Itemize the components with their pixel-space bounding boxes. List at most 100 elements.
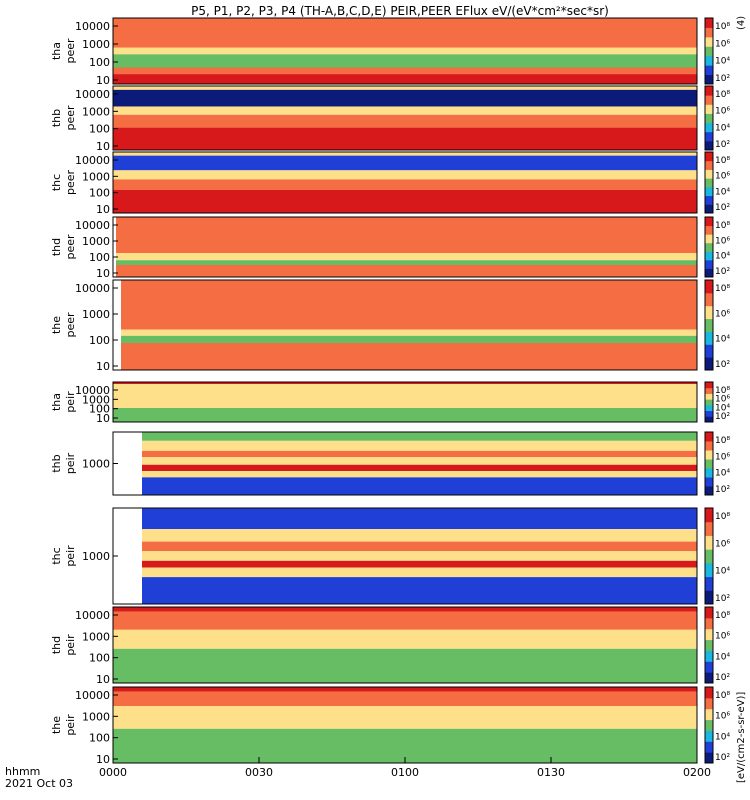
colorbar-tick-label: 10² [715,203,730,213]
panel-frame [112,151,698,214]
panel-thb-peir: 1000 thb peir 10² 10⁴ 10⁶ 10⁸ [50,431,730,496]
spectrogram-band [113,89,697,107]
panel-label-probe: thd [50,238,63,256]
colorbar-segment [705,357,713,371]
colorbar-tick-label: 10⁶ [715,39,730,49]
spectrogram-band [113,67,697,75]
colorbar-label-units: [eV/(cm2-s-sr-eV)] [736,692,747,783]
panel-label-species: peer [64,38,77,64]
x-axis-label-hhmm: hhmm [5,765,40,778]
colorbar-thd-peer: 10² 10⁴ 10⁶ 10⁸ [704,216,730,278]
colorbar-segment [705,169,713,179]
colorbar-segment [705,607,713,619]
colorbar-tick-label: 10⁶ [715,309,730,319]
colorbar-segment [705,741,713,753]
colorbar-segment [705,486,713,496]
colorbar-frame [704,381,714,423]
colorbar-tick-label: 10⁸ [715,284,730,294]
y-tick-label: 10 [96,412,110,425]
x-axis: 0000 0030 0100 0130 0200 [99,757,711,779]
colorbar-tick-label: 10⁸ [715,691,730,701]
colorbar-label-short: (4) [736,16,747,30]
colorbar-tick-label: 10² [715,74,730,84]
y-tick-label: 10 [96,74,110,87]
spectrogram-band [113,691,697,706]
colorbar-segment [705,382,713,389]
y-tick-label: 1000 [82,393,110,406]
panel-label-probe: the [50,316,63,334]
colorbar-tick-label: 10⁶ [715,107,730,117]
panel-label-species: peir [64,545,77,567]
spectrogram-band [113,611,697,630]
spectrogram-band [113,152,697,156]
x-tick-label: 0100 [391,766,419,779]
y-tick-label: 10000 [75,20,110,33]
panel-thd-peer: 10 100 1000 10000 thd peer 10² 10⁴ 10⁶ 10⁸ [50,216,730,280]
panel-label-species: peir [64,452,77,474]
colorbar-tick-label: 10⁴ [715,335,730,345]
colorbar-segment [705,178,713,188]
spectrogram-band [142,477,697,495]
colorbar-tick-label: 10⁸ [715,611,730,621]
colorbar-tick-label: 10⁸ [715,512,730,522]
colorbar-segment [705,305,713,320]
y-tick-label: 1000 [82,458,110,471]
colorbar-segment [705,113,713,124]
colorbar-segment [705,639,713,651]
y-tick-label: 10000 [75,88,110,101]
panel-label-species: peer [64,312,77,338]
y-tick-label: 10 [96,267,110,280]
spectrogram-band [121,280,697,330]
panel-label-species: peer [64,105,77,131]
colorbar-segment [705,628,713,641]
colorbar-frame [704,606,714,684]
spectrogram-band [116,265,697,277]
y-tick-label: 10000 [75,689,110,702]
colorbar-thc-peer: 10² 10⁴ 10⁶ 10⁸ [704,151,730,214]
colorbar-thc-peir: 10² 10⁴ 10⁶ 10⁸ [704,507,730,605]
colorbar-segment [705,672,713,684]
colorbar-frame [704,17,714,85]
panel-thb-peer: 10 100 1000 10000 thb peer 10² 10⁴ 10⁶ 10⁸ [50,85,730,153]
panel-the-peer: 10 100 1000 10000 the peer 10² 10⁴ 10⁶ 10⁸ [50,279,730,373]
colorbar-tick-label: 10⁸ [715,386,730,396]
panel-frame [112,606,698,684]
spectrogram-band [113,74,697,84]
panel-label-probe: tha [50,393,63,411]
colorbar-segment [705,441,713,451]
colorbar-segment [705,508,713,523]
y-tick-label: 100 [89,123,110,136]
colorbar-tick-label: 10⁶ [715,236,730,246]
panel-label-probe: tha [50,42,63,60]
y-tick-label: 1000 [82,170,110,183]
colorbar-segment [705,331,713,345]
colorbar-tick-label: 10² [715,753,730,763]
spectrogram-band [113,189,697,213]
panel-label-species: peer [64,170,77,196]
colorbar-segment [705,242,713,252]
y-tick-label: 100 [89,334,110,347]
colorbar-segment [705,152,713,162]
spectrogram-band [121,343,697,370]
colorbar-segment [705,549,713,564]
colorbar-segment [705,617,713,630]
colorbar-segment [705,122,713,133]
y-tick-label: 10 [96,360,110,373]
colorbar-segment [705,27,713,38]
colorbar-segment [705,661,713,673]
colorbar-tick-label: 10⁶ [715,712,730,722]
colorbar-frame [704,507,714,605]
colorbar-segment [705,590,713,605]
colorbar-segment [705,416,713,423]
colorbar-tick-label: 10⁴ [715,123,730,133]
spectrogram-band [113,396,697,408]
colorbar-tha-peer: 10² 10⁴ 10⁶ 10⁸ [704,17,730,85]
spectrogram-band [142,529,697,542]
colorbar-tick-label: 10⁸ [715,156,730,166]
colorbar-segment [705,404,713,412]
panel-label-probe: thb [50,109,63,127]
chart-title: P5, P1, P2, P3, P4 (TH-A,B,C,D,E) PEIR,P… [191,4,609,18]
colorbar-segment [705,160,713,170]
